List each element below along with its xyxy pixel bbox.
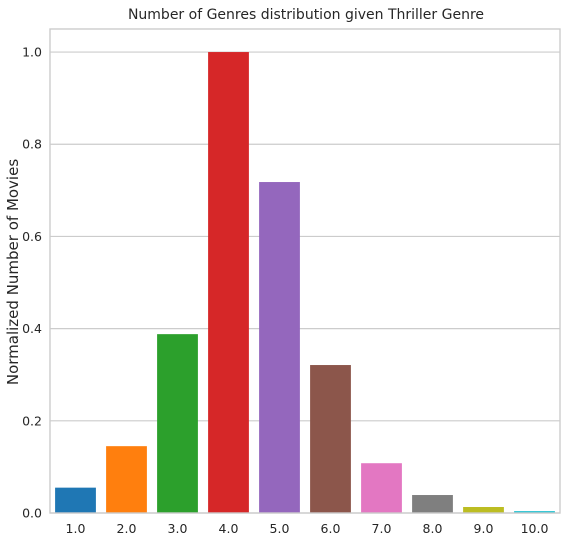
x-tick-label: 6.0 bbox=[321, 521, 341, 536]
x-tick-label: 8.0 bbox=[423, 521, 443, 536]
bar bbox=[463, 507, 504, 513]
y-tick-label: 0.0 bbox=[22, 506, 42, 521]
x-tick-label: 1.0 bbox=[66, 521, 86, 536]
bar bbox=[412, 495, 453, 513]
x-tick-label: 4.0 bbox=[219, 521, 239, 536]
plot-frame bbox=[49, 28, 561, 514]
chart-title: Number of Genres distribution given Thri… bbox=[128, 7, 484, 23]
plot-area: 0.0 0.2 0.4 0.6 0.8 1.0 1.0 2.0 3.0 4.0 5.0 6.0 7.0 8… bbox=[22, 28, 561, 536]
bar bbox=[55, 487, 96, 513]
x-tick-label: 2.0 bbox=[117, 521, 137, 536]
bar bbox=[514, 511, 555, 513]
x-tick-label: 5.0 bbox=[270, 521, 290, 536]
y-tick-label: 0.6 bbox=[22, 229, 42, 244]
x-tick-label: 10.0 bbox=[521, 521, 549, 536]
y-axis-label: Normalized Number of Movies bbox=[4, 159, 22, 385]
y-tick-label: 0.4 bbox=[22, 321, 42, 336]
bar bbox=[208, 52, 249, 514]
bar bbox=[106, 446, 147, 513]
bar bbox=[157, 334, 198, 513]
bar bbox=[259, 182, 300, 513]
bar bbox=[310, 365, 351, 513]
y-tick-label: 0.8 bbox=[22, 137, 42, 152]
x-tick-label: 9.0 bbox=[474, 521, 494, 536]
x-tick-label: 7.0 bbox=[372, 521, 392, 536]
x-tick-label: 3.0 bbox=[168, 521, 188, 536]
y-tick-label: 0.2 bbox=[22, 413, 42, 428]
bar bbox=[361, 463, 402, 513]
y-tick-label: 1.0 bbox=[22, 45, 42, 60]
